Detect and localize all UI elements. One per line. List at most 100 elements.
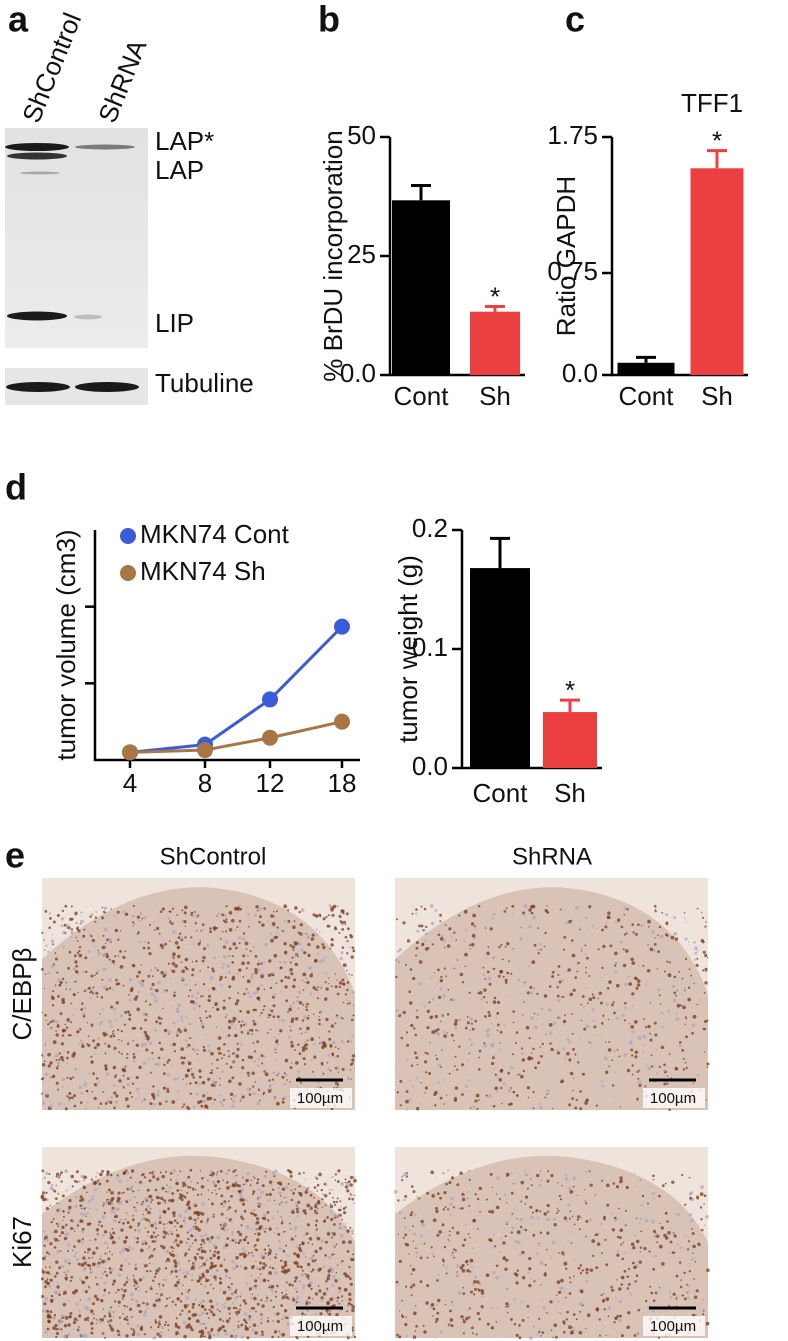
stain-dot (133, 1285, 136, 1287)
stain-dot (296, 1210, 299, 1214)
stain-dot (179, 1170, 182, 1173)
stain-dot (505, 907, 508, 910)
stain-dot (164, 1267, 168, 1270)
stain-dot (149, 1247, 151, 1249)
stain-dot (687, 1240, 691, 1243)
stain-dot (124, 912, 129, 916)
stain-dot (580, 1019, 583, 1022)
stain-dot (630, 1248, 632, 1251)
stain-dot (271, 922, 276, 926)
stain-dot (179, 1030, 182, 1033)
stain-dot (511, 1213, 513, 1215)
stain-dot (297, 990, 302, 995)
stain-dot (200, 1220, 203, 1224)
stain-dot (252, 1213, 255, 1216)
stain-dot (59, 1250, 62, 1252)
stain-dot (564, 1014, 566, 1017)
stain-dot (141, 1173, 144, 1177)
stain-dot (250, 1296, 253, 1300)
stain-dot (69, 1077, 73, 1080)
stain-dot (575, 964, 578, 966)
stain-dot (616, 1314, 619, 1318)
stain-dot (422, 929, 425, 932)
stain-dot (191, 1279, 194, 1282)
stain-dot (245, 1199, 248, 1202)
stain-dot (200, 1019, 203, 1022)
stain-dot (74, 960, 78, 964)
stain-dot (177, 1287, 180, 1290)
stain-dot (137, 931, 140, 934)
stain-dot (129, 1091, 132, 1094)
stain-dot (320, 1188, 323, 1192)
stain-dot (264, 1069, 267, 1072)
stain-dot (100, 1299, 104, 1303)
stain-dot (253, 946, 255, 948)
stain-dot (331, 1052, 335, 1056)
stain-dot (79, 1039, 83, 1043)
stain-dot (341, 1240, 346, 1244)
stain-dot (412, 1335, 417, 1339)
stain-dot (332, 1232, 336, 1236)
stain-dot (150, 987, 154, 991)
stain-dot (146, 1247, 149, 1250)
stain-dot (90, 1327, 94, 1330)
stain-dot (402, 1236, 405, 1239)
stain-dot (41, 1092, 43, 1095)
stain-dot (158, 1210, 161, 1213)
stain-dot (337, 905, 339, 907)
stain-dot (455, 1271, 459, 1275)
stain-dot (75, 1302, 79, 1306)
stain-dot (404, 1226, 407, 1229)
stain-dot (171, 907, 175, 910)
stain-dot (190, 1234, 194, 1238)
stain-dot (295, 1207, 299, 1211)
stain-dot (55, 1059, 58, 1061)
stain-dot (262, 1216, 267, 1221)
stain-dot (461, 1063, 465, 1067)
stain-dot (271, 995, 275, 999)
stain-dot (117, 1304, 121, 1308)
stain-dot (119, 1251, 123, 1255)
stain-dot (306, 1039, 309, 1042)
stain-dot (290, 1084, 292, 1086)
stain-dot (47, 1282, 50, 1285)
stain-dot (660, 934, 664, 939)
stain-dot (236, 972, 239, 975)
stain-dot (493, 1054, 496, 1056)
stain-dot (54, 1275, 57, 1278)
stain-dot (108, 1309, 112, 1313)
stain-dot (74, 1068, 77, 1070)
stain-dot (225, 1035, 229, 1039)
stain-dot (418, 924, 421, 928)
stain-dot (183, 920, 187, 924)
stain-dot (241, 1095, 245, 1099)
error-bar (560, 698, 580, 713)
stain-dot (201, 1238, 205, 1243)
stain-dot (175, 1179, 178, 1182)
stain-dot (233, 1175, 236, 1178)
stain-dot (471, 1044, 473, 1046)
stain-dot (317, 952, 320, 956)
stain-dot (222, 955, 227, 959)
stain-dot (686, 1290, 690, 1293)
stain-dot (559, 908, 562, 911)
stain-dot (45, 1233, 48, 1236)
stain-dot (204, 1104, 208, 1109)
stain-dot (44, 1044, 47, 1046)
stain-dot (224, 1016, 227, 1018)
stain-dot (533, 943, 537, 947)
stain-dot (398, 1335, 402, 1339)
stain-dot (273, 992, 277, 996)
stain-dot (131, 1082, 135, 1085)
stain-dot (315, 1225, 317, 1227)
stain-dot (318, 1019, 321, 1021)
stain-dot (269, 1225, 272, 1228)
stain-dot (232, 1190, 235, 1192)
stain-dot (315, 914, 319, 918)
stain-dot (478, 1049, 482, 1053)
stain-dot (216, 1007, 220, 1011)
stain-dot (160, 1196, 164, 1201)
stain-dot (682, 1005, 686, 1010)
stain-dot (126, 1042, 130, 1046)
stain-dot (254, 955, 258, 958)
